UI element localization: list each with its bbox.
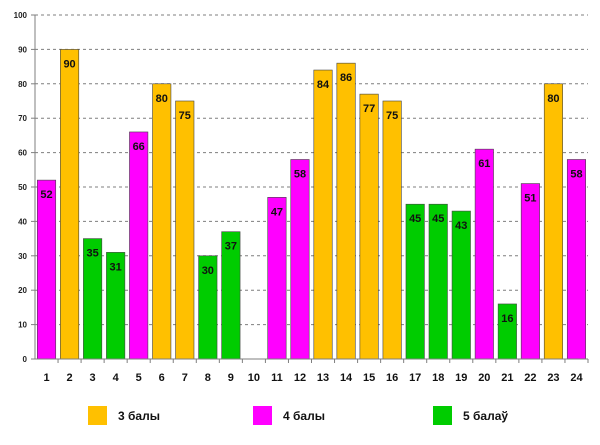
bar-19 [451, 210, 471, 360]
x-tick-label-16: 16 [386, 372, 398, 384]
data-label-11: 47 [271, 206, 283, 218]
y-tick-label-70: 70 [18, 114, 27, 123]
x-tick-label-5: 5 [136, 372, 142, 384]
x-axis: 1 2 3 4 5 6 7 8 9 10 11 12 13 14 15 16 17 18 19 20 21 22 23 24 [35, 358, 589, 384]
data-label-22: 51 [524, 193, 536, 205]
x-tick-label-23: 23 [547, 372, 559, 384]
bar-24 [566, 159, 586, 360]
data-label-18: 45 [432, 213, 444, 225]
data-label-4: 31 [110, 261, 122, 273]
x-tick-label-19: 19 [455, 372, 467, 384]
bar-20 [474, 148, 494, 360]
x-tick-label-24: 24 [570, 372, 583, 384]
x-tick-label-9: 9 [228, 372, 234, 384]
legend-label-4: 4 балы [283, 408, 325, 423]
x-tick-label-17: 17 [409, 372, 421, 384]
legend-swatch-4 [253, 406, 272, 425]
x-tick-label-14: 14 [340, 372, 353, 384]
data-label-9: 37 [225, 241, 237, 253]
bar-15 [359, 93, 379, 360]
bar-7 [175, 100, 195, 360]
bar-23 [543, 83, 563, 360]
data-label-3: 35 [86, 248, 98, 260]
legend-label-3: 3 балы [118, 408, 160, 423]
y-tick-label-50: 50 [18, 183, 27, 192]
bar-6 [152, 83, 172, 360]
data-label-2: 90 [63, 58, 75, 70]
bar-5 [129, 131, 149, 360]
x-tick-label-20: 20 [478, 372, 490, 384]
bar-16 [382, 100, 402, 360]
y-axis: 0 10 20 30 40 50 60 70 80 90 100 [14, 11, 36, 364]
bar-18 [428, 203, 448, 360]
data-label-20: 61 [478, 158, 490, 170]
data-label-7: 75 [179, 110, 191, 122]
data-labels: 52 90 35 31 66 80 75 30 37 47 58 84 86 77 75 45 45 43 61 16… [40, 58, 582, 325]
x-tick-label-10: 10 [248, 372, 260, 384]
legend-item-5: 5 балаў [433, 406, 508, 425]
y-tick-label-90: 90 [18, 45, 27, 54]
data-label-14: 86 [340, 72, 352, 84]
data-label-19: 43 [455, 220, 467, 232]
bar-12 [290, 159, 310, 360]
data-label-8: 30 [202, 265, 214, 277]
data-label-23: 80 [547, 93, 559, 105]
y-tick-label-60: 60 [18, 149, 27, 158]
x-tick-label-6: 6 [159, 372, 165, 384]
bar-11 [267, 197, 287, 360]
x-tick-label-7: 7 [182, 372, 188, 384]
data-label-5: 66 [133, 141, 145, 153]
data-label-21: 16 [501, 313, 513, 325]
x-tick-label-21: 21 [501, 372, 513, 384]
bars [37, 49, 586, 360]
y-tick-label-10: 10 [18, 321, 27, 330]
y-tick-label-100: 100 [14, 11, 28, 20]
x-tick-label-12: 12 [294, 372, 306, 384]
data-label-16: 75 [386, 110, 398, 122]
y-tick-label-20: 20 [18, 286, 27, 295]
x-tick-label-2: 2 [67, 372, 73, 384]
y-tick-label-30: 30 [18, 252, 27, 261]
x-tick-label-1: 1 [43, 372, 49, 384]
legend: 3 балы 4 балы 5 балаў [0, 406, 600, 436]
bar-14 [336, 62, 356, 360]
x-tick-label-4: 4 [113, 372, 120, 384]
data-label-17: 45 [409, 213, 421, 225]
data-label-12: 58 [294, 168, 306, 180]
legend-swatch-3 [88, 406, 107, 425]
x-tick-label-8: 8 [205, 372, 211, 384]
bar-1 [37, 179, 57, 360]
y-tick-label-40: 40 [18, 217, 27, 226]
data-label-24: 58 [570, 168, 582, 180]
x-tick-label-18: 18 [432, 372, 444, 384]
x-tick-label-11: 11 [271, 372, 283, 384]
gridlines [35, 14, 588, 326]
data-label-15: 77 [363, 103, 375, 115]
y-tick-label-0: 0 [23, 355, 28, 364]
data-label-6: 80 [156, 93, 168, 105]
x-tick-label-13: 13 [317, 372, 329, 384]
data-label-13: 84 [317, 79, 330, 91]
legend-item-3: 3 балы [88, 406, 160, 425]
y-tick-label-80: 80 [18, 80, 27, 89]
x-tick-label-3: 3 [90, 372, 96, 384]
data-label-1: 52 [40, 189, 52, 201]
legend-label-5: 5 балаў [463, 408, 509, 423]
bar-13 [313, 69, 333, 360]
legend-item-4: 4 балы [253, 406, 325, 425]
bar-2 [60, 49, 80, 360]
x-tick-label-22: 22 [524, 372, 536, 384]
legend-swatch-5 [433, 406, 452, 425]
x-tick-label-15: 15 [363, 372, 375, 384]
bar-17 [405, 203, 425, 360]
bar-22 [520, 183, 540, 360]
